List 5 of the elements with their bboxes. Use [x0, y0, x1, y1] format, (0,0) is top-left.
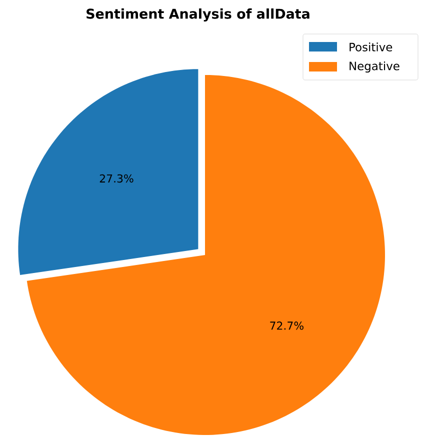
data-label: 72.7%: [270, 322, 304, 330]
data-label: 27.3%: [100, 174, 134, 183]
legend-label: Positive: [350, 42, 392, 52]
legend-label: Negative: [350, 61, 400, 73]
chart-title: Sentiment Analysis of allData: [86, 8, 310, 22]
